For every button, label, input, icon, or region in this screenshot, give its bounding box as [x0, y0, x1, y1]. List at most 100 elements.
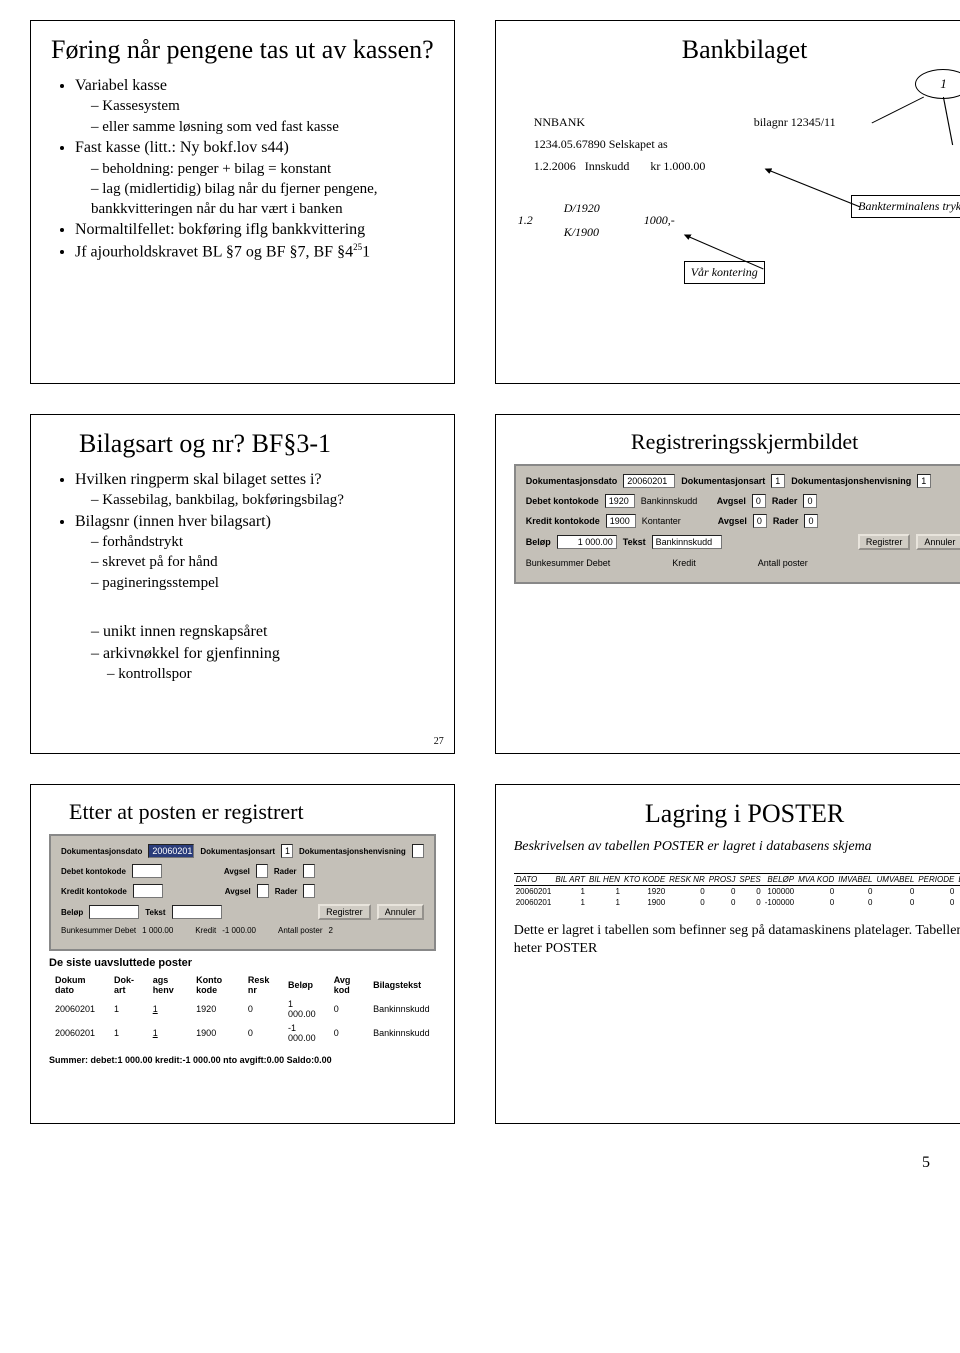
- input[interactable]: [303, 884, 315, 898]
- text: Kassebilag, bankbilag, bokføringsbilag?: [102, 492, 344, 508]
- poster-schema-table: DATO BIL ART BIL HEN KTO KODE RESK NR PR…: [514, 873, 960, 908]
- lbl: Kredit kontokode: [61, 887, 127, 896]
- td: 0: [916, 885, 956, 897]
- td: 0: [667, 885, 707, 897]
- input-rader2[interactable]: 0: [804, 514, 818, 528]
- bunke-kredit-lbl: Kredit: [672, 558, 696, 568]
- val: 2: [328, 926, 332, 935]
- lbl: Kredit: [195, 926, 216, 935]
- td: 1900: [622, 897, 667, 908]
- lbl-dokhenv: Dokumentasjonshenvisning: [791, 476, 911, 486]
- d1920: D/1920: [564, 201, 600, 216]
- td: 1: [587, 897, 622, 908]
- input[interactable]: [132, 864, 162, 878]
- input[interactable]: 1: [281, 844, 293, 858]
- input[interactable]: [133, 884, 163, 898]
- slide-title: Bilagsart og nr? BF§3-1: [79, 429, 436, 459]
- lbl-dokart: Dokumentasjonsart: [681, 476, 765, 486]
- td: 1: [553, 897, 587, 908]
- sup: 25: [353, 242, 362, 252]
- th: Dok-art: [108, 973, 147, 997]
- lbl: Dokumentasjonshenvisning: [299, 847, 406, 856]
- td: 0: [707, 897, 738, 908]
- th: Konto kode: [190, 973, 242, 997]
- summ-line: Summer: debet:1 000.00 kredit:-1 000.00 …: [49, 1055, 436, 1065]
- lbl-avgsel2: Avgsel: [718, 516, 747, 526]
- input-dokdato[interactable]: 20060201: [148, 844, 194, 858]
- btn-annuler[interactable]: Annuler: [377, 904, 424, 920]
- td: 20060201: [49, 1021, 108, 1045]
- th: IMVABEL: [836, 873, 874, 885]
- btn-registrer[interactable]: Registrer: [318, 904, 371, 920]
- th: UMVABEL: [875, 873, 917, 885]
- annot-terminal: Bankterminalens trykk: [851, 195, 960, 218]
- th: PROSJ: [707, 873, 738, 885]
- td: 1: [147, 997, 190, 1021]
- td: 0: [328, 1021, 367, 1045]
- th: SPES: [737, 873, 762, 885]
- lbl: Avgsel: [224, 867, 250, 876]
- bank-name: NNBANK: [534, 115, 585, 130]
- text: lag (midlertidig) bilag når du fjerner p…: [91, 181, 378, 217]
- annot-kontering: Vår kontering: [684, 261, 765, 284]
- lbl: Dokumentasjonsart: [200, 847, 275, 856]
- lbl-dokdato: Dokumentasjonsdato: [526, 476, 618, 486]
- lbl: Debet kontokode: [61, 867, 126, 876]
- td: 0: [242, 997, 282, 1021]
- text: unikt innen regnskapsåret: [103, 623, 267, 640]
- slide-3: Bilagsart og nr? BF§3-1 Hvilken ringperm…: [30, 414, 455, 754]
- btn-annuler[interactable]: Annuler: [916, 534, 960, 550]
- input[interactable]: [89, 905, 139, 919]
- input[interactable]: [257, 884, 269, 898]
- lbl-rader2: Rader: [773, 516, 799, 526]
- input[interactable]: [172, 905, 222, 919]
- slide-title: Registreringsskjermbildet: [514, 429, 960, 454]
- td: 0: [836, 885, 874, 897]
- bunke-antall-lbl: Antall poster: [758, 558, 808, 568]
- input-debet[interactable]: 1920: [605, 494, 635, 508]
- input-dokdato[interactable]: 20060201: [623, 474, 675, 488]
- lbl: Antall poster: [278, 926, 322, 935]
- kredit-txt: Kontanter: [642, 516, 712, 526]
- lbl-rader: Rader: [772, 496, 798, 506]
- text: Fast kasse (litt.: Ny bokf.lov s44): [75, 139, 289, 156]
- input-rader[interactable]: 0: [803, 494, 817, 508]
- slide3-bullets: Hvilken ringperm skal bilaget settes i? …: [49, 469, 436, 593]
- date-line: 1.2.2006 Innskudd kr 1.000.00: [534, 159, 706, 174]
- td: Bankinnskudd: [367, 1021, 436, 1045]
- th: BELØP: [763, 873, 796, 885]
- td: 1: [147, 1021, 190, 1045]
- th: Dokum dato: [49, 973, 108, 997]
- td: -1 000.00: [282, 1021, 328, 1045]
- account: 1234.05.67890 Selskapet as: [534, 137, 668, 152]
- td: 20060201: [514, 897, 554, 908]
- btn-registrer[interactable]: Registrer: [858, 534, 911, 550]
- lbl-belop: Beløp: [526, 537, 551, 547]
- input[interactable]: [412, 844, 424, 858]
- debet-txt: Bankinnskudd: [641, 496, 711, 506]
- input-dokart[interactable]: 1: [771, 474, 785, 488]
- input-tekst[interactable]: Bankinnskudd: [652, 535, 722, 549]
- text: Bilagsnr (innen hver bilagsart): [75, 513, 271, 530]
- lbl: Rader: [274, 867, 297, 876]
- input-dokhenv[interactable]: 1: [917, 474, 931, 488]
- text: Variabel kasse: [75, 77, 167, 94]
- slide-1: Føring når pengene tas ut av kassen? Var…: [30, 20, 455, 384]
- input-avgsel[interactable]: 0: [752, 494, 766, 508]
- td: 20060201: [49, 997, 108, 1021]
- td: 1: [587, 885, 622, 897]
- lbl-debet: Debet kontokode: [526, 496, 599, 506]
- lbl-kredit: Kredit kontokode: [526, 516, 600, 526]
- k1900: K/1900: [564, 225, 599, 240]
- td: 100000: [763, 885, 796, 897]
- input-kredit[interactable]: 1900: [606, 514, 636, 528]
- input[interactable]: [303, 864, 315, 878]
- poster-table: Dokum dato Dok-art ags henv Konto kode R…: [49, 973, 436, 1045]
- lbl: Rader: [275, 887, 298, 896]
- bunke-debet-lbl: Bunkesummer Debet: [526, 558, 611, 568]
- input[interactable]: [256, 864, 268, 878]
- input-belop[interactable]: 1 000.00: [557, 535, 617, 549]
- td: 0: [916, 897, 956, 908]
- input-avgsel2[interactable]: 0: [753, 514, 767, 528]
- text: Normaltilfellet: bokføring iflg bankkvit…: [75, 221, 365, 238]
